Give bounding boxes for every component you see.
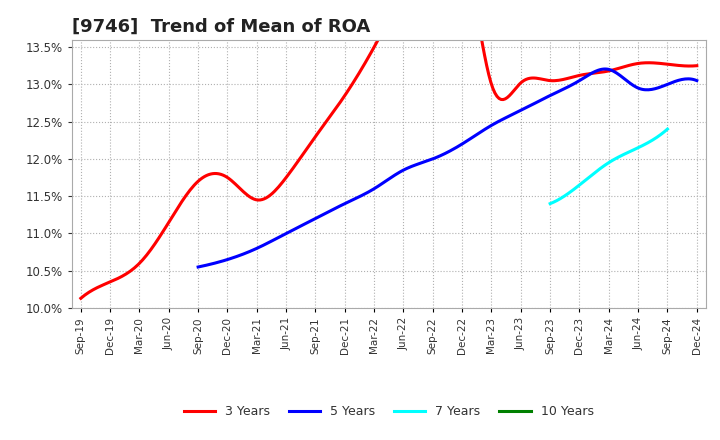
7 Years xyxy=(663,126,672,132)
7 Years xyxy=(616,154,624,159)
5 Years xyxy=(616,73,624,78)
Legend: 3 Years, 5 Years, 7 Years, 10 Years: 3 Years, 5 Years, 7 Years, 10 Years xyxy=(179,400,598,423)
5 Years xyxy=(499,116,508,121)
7 Years xyxy=(618,153,626,158)
3 Years xyxy=(76,296,85,301)
5 Years xyxy=(693,78,701,83)
Line: 5 Years: 5 Years xyxy=(198,69,697,267)
7 Years xyxy=(546,201,555,206)
5 Years xyxy=(489,121,498,127)
7 Years xyxy=(652,135,661,140)
5 Years xyxy=(600,66,609,72)
3 Years xyxy=(598,70,606,75)
3 Years xyxy=(78,294,87,299)
5 Years xyxy=(647,87,656,92)
Text: [9746]  Trend of Mean of ROA: [9746] Trend of Mean of ROA xyxy=(72,17,370,35)
7 Years xyxy=(616,154,624,159)
5 Years xyxy=(194,264,202,270)
5 Years xyxy=(490,121,499,126)
7 Years xyxy=(546,201,554,206)
3 Years xyxy=(693,63,701,68)
7 Years xyxy=(644,139,653,145)
3 Years xyxy=(637,60,646,66)
Line: 3 Years: 3 Years xyxy=(81,0,697,298)
Line: 7 Years: 7 Years xyxy=(550,129,667,204)
5 Years xyxy=(196,264,204,269)
